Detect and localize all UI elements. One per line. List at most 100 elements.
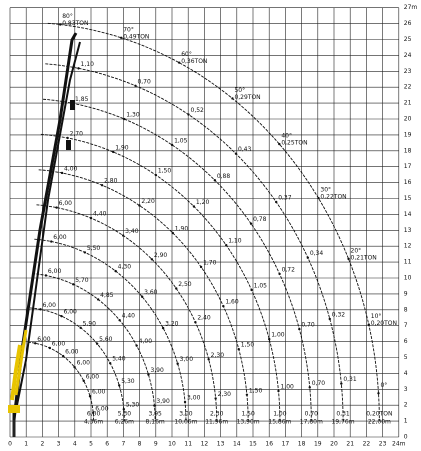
load-label: 6,00 bbox=[37, 336, 51, 343]
load-label: 4,00 bbox=[64, 165, 78, 172]
bottom-load: 1,50 bbox=[241, 410, 255, 417]
load-dot bbox=[193, 205, 195, 207]
load-dot bbox=[90, 217, 92, 219]
load-label: 2,40 bbox=[197, 315, 211, 322]
y-axis-label: 5 bbox=[404, 354, 408, 361]
load-dot bbox=[307, 256, 309, 258]
load-dot bbox=[45, 274, 47, 276]
x-axis-label: 21 bbox=[346, 441, 354, 448]
x-axis-label: 13 bbox=[217, 441, 225, 448]
load-dot bbox=[175, 287, 177, 289]
load-label: 3,00 bbox=[180, 356, 194, 363]
load-dot bbox=[151, 258, 153, 260]
load-label: 1,00 bbox=[280, 384, 294, 391]
load-label: 0,36TON bbox=[181, 58, 207, 65]
load-dot bbox=[66, 137, 68, 139]
load-label: 1,50 bbox=[241, 342, 255, 349]
load-label: 0,31 bbox=[343, 376, 357, 383]
bottom-radius: 17,80m bbox=[300, 418, 323, 425]
load-label: 3,40 bbox=[125, 228, 139, 235]
load-dot bbox=[118, 384, 120, 386]
load-dot bbox=[134, 85, 136, 87]
x-axis-label: 23 bbox=[379, 441, 387, 448]
load-dot bbox=[246, 394, 248, 396]
load-label: 1,70 bbox=[203, 259, 217, 266]
x-axis-label: 8 bbox=[138, 441, 142, 448]
load-label: 1,10 bbox=[81, 61, 95, 68]
load-label: 3,00 bbox=[187, 395, 201, 402]
load-label: 4,85 bbox=[100, 292, 114, 299]
load-label: 0,32 bbox=[332, 311, 346, 318]
load-label: 2,30 bbox=[218, 391, 232, 398]
x-axis-label: 18 bbox=[298, 441, 306, 448]
load-label: 4,40 bbox=[122, 313, 136, 320]
load-label: 0,78 bbox=[253, 216, 267, 223]
load-label: 0,83TON bbox=[62, 20, 88, 27]
load-dot bbox=[207, 358, 209, 360]
load-label: 0,37 bbox=[278, 194, 292, 201]
load-dot bbox=[329, 318, 331, 320]
load-arc bbox=[34, 239, 186, 421]
load-dot bbox=[200, 266, 202, 268]
angle-dot bbox=[377, 392, 379, 394]
load-label: 6,00 bbox=[92, 389, 106, 396]
y-axis-label: 25 bbox=[404, 36, 412, 43]
x-axis-label: 6 bbox=[105, 441, 109, 448]
load-dot bbox=[49, 347, 51, 349]
load-dot bbox=[268, 338, 270, 340]
load-dot bbox=[72, 102, 74, 104]
load-label: 1,85 bbox=[75, 96, 89, 103]
load-label: 6,00 bbox=[59, 200, 73, 207]
bottom-radius: 15,86m bbox=[268, 418, 291, 425]
load-dot bbox=[214, 179, 216, 181]
crane-boom bbox=[8, 33, 80, 437]
bottom-radius: 11,96m bbox=[205, 418, 228, 425]
y-axis-label: 3 bbox=[404, 386, 408, 393]
angle-dot bbox=[59, 23, 61, 25]
load-label: 0,29TON bbox=[234, 94, 260, 101]
angle-label: 70° bbox=[123, 26, 134, 33]
load-label: 6,00 bbox=[52, 340, 66, 347]
load-label: 5,60 bbox=[99, 336, 113, 343]
x-axis-label: 11 bbox=[184, 441, 192, 448]
bottom-radius: 19,76m bbox=[332, 418, 355, 425]
y-axis-label: 27m bbox=[404, 4, 418, 11]
load-label: 1,20 bbox=[196, 199, 210, 206]
x-axis-label: 2 bbox=[40, 441, 44, 448]
load-dot bbox=[123, 118, 125, 120]
y-axis-label: 20 bbox=[404, 116, 412, 123]
y-axis-label: 24 bbox=[404, 52, 412, 59]
load-dot bbox=[153, 404, 155, 406]
load-arc bbox=[48, 23, 380, 421]
x-axis-label: 9 bbox=[154, 441, 158, 448]
load-label: 1,05 bbox=[174, 137, 188, 144]
load-dot bbox=[61, 172, 63, 174]
bottom-radius: 22,00m bbox=[368, 418, 391, 425]
load-dot bbox=[172, 232, 174, 234]
load-label: 1,90 bbox=[115, 144, 129, 151]
load-label: 0,70 bbox=[312, 380, 326, 387]
load-label: 6,00 bbox=[53, 234, 67, 241]
angle-label: 20° bbox=[351, 247, 362, 254]
y-axis-label: 22 bbox=[404, 84, 412, 91]
load-label: 1,00 bbox=[271, 332, 285, 339]
angle-dot bbox=[120, 37, 122, 39]
load-dot bbox=[147, 373, 149, 375]
load-label: 0,70 bbox=[137, 78, 151, 85]
y-axis-label: 23 bbox=[404, 68, 412, 75]
y-axis-label: 0 bbox=[404, 434, 408, 441]
load-label: 1,10 bbox=[228, 238, 242, 245]
x-axis-label: 14 bbox=[233, 441, 241, 448]
load-label: 1,60 bbox=[225, 299, 239, 306]
load-dot bbox=[176, 363, 178, 365]
load-label: 0,72 bbox=[282, 266, 296, 273]
y-axis-label: 9 bbox=[404, 290, 408, 297]
bottom-load: 2,30 bbox=[210, 410, 224, 417]
angle-dot bbox=[178, 61, 180, 63]
angle-label: 0° bbox=[380, 382, 387, 389]
bottom-radius: 10,06m bbox=[174, 418, 197, 425]
load-label: 5,50 bbox=[87, 245, 101, 252]
load-dot bbox=[50, 240, 52, 242]
load-label: 2,90 bbox=[154, 252, 168, 259]
load-label: 6,00 bbox=[77, 360, 91, 367]
